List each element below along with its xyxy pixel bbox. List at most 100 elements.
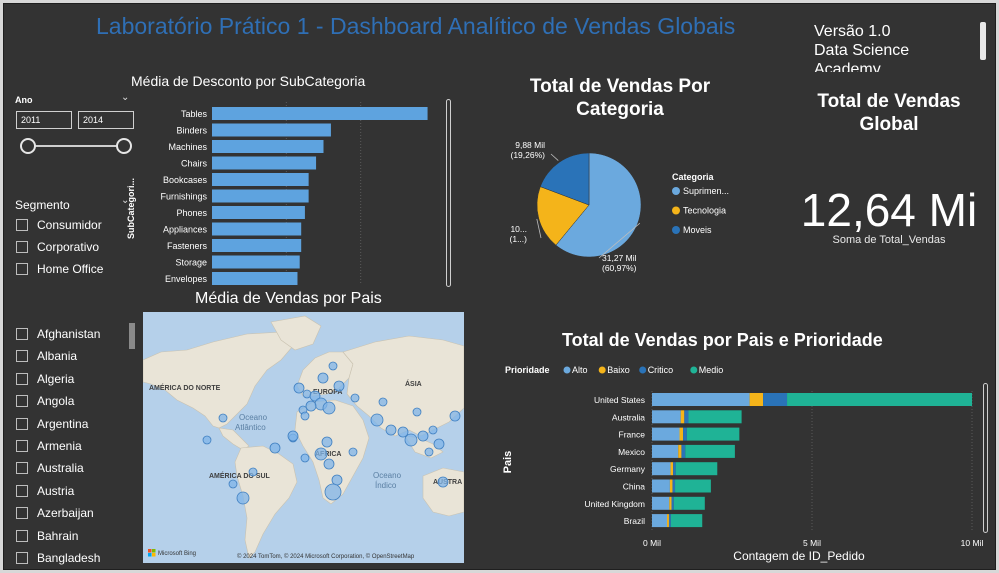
segment-item[interactable]: Consumidor [16,216,103,234]
map-bubble[interactable] [324,483,342,501]
checkbox[interactable] [16,328,28,340]
checkbox[interactable] [16,417,28,430]
map-bubble[interactable] [350,393,360,403]
version-scrollbar[interactable] [980,22,986,60]
map-bubble[interactable] [300,411,310,421]
map-bubble[interactable] [333,380,345,392]
legend-label: Alto [572,365,588,375]
map-bubble[interactable] [309,390,321,402]
leader-line [598,222,641,259]
bar-segment [680,410,685,424]
map-bubble[interactable] [428,425,438,435]
segment-item[interactable]: Home Office [16,260,103,278]
bar-segment [673,462,676,476]
map-bubbles [202,361,461,505]
country-item-label: Australia [37,461,84,476]
map-bubble[interactable] [293,382,305,394]
version-textbox: Versão 1.0 Data Science Academy [814,22,944,72]
map-bubble[interactable] [300,453,310,463]
category-label: Australia [612,412,645,422]
country-item[interactable]: Bahrain [16,527,100,545]
map-bubble[interactable] [424,447,434,457]
map-bubble[interactable] [370,413,384,427]
map-bubble[interactable] [202,435,212,445]
checkbox[interactable] [16,529,28,542]
map-bubble[interactable] [397,426,409,438]
map-bubble[interactable] [323,458,335,470]
year-slider-track[interactable] [26,145,123,147]
bar-segment [667,514,669,528]
map-bubble[interactable] [305,400,317,412]
map-bubble[interactable] [404,433,418,447]
map-bubble[interactable] [412,407,422,417]
map-ocean-labels: Oceano Atlântico Oceano Índico [235,413,402,490]
map-bubble[interactable] [269,442,281,454]
checkbox[interactable] [16,395,28,408]
country-item[interactable]: Angola [16,392,100,410]
pie-slice [540,152,590,206]
greenland-land [270,315,322,351]
map-bubble[interactable] [328,361,338,371]
category-pie-title: Total de Vendas Por Categoria [510,75,730,121]
country-item[interactable]: Argentina [16,415,100,433]
country-item-label: Austria [37,483,75,498]
segment-item[interactable]: Corporativo [16,238,103,256]
country-list-scrollbar[interactable] [129,323,135,349]
dashboard-title: Laboratório Prático 1 - Dashboard Analít… [96,13,736,39]
pie-slice [555,152,642,258]
country-item[interactable]: Afghanistan [16,325,100,343]
year-to-input[interactable]: 2014 [78,111,134,129]
priority-chart-scrollbar[interactable] [983,383,988,533]
map-bubble[interactable] [236,491,250,505]
checkbox[interactable] [16,551,28,564]
map-bubble[interactable] [449,410,461,422]
bar [212,156,317,170]
map-bubble[interactable] [218,413,228,423]
map-bubble[interactable] [248,467,258,477]
world-map[interactable]: AMÉRICA DO NORTE EUROPA ÁSIA ÁFRICA AMÉR… [143,312,464,563]
checkbox[interactable] [16,462,28,475]
year-slider-end-handle[interactable] [116,138,132,154]
checkbox[interactable] [16,439,28,452]
country-item[interactable]: Armenia [16,437,100,455]
leader-line [550,153,559,161]
year-from-input[interactable]: 2011 [16,111,72,129]
map-bubble[interactable] [378,397,388,407]
checkbox[interactable] [16,507,28,520]
map-bubble[interactable] [314,447,328,461]
checkbox[interactable] [16,263,28,275]
year-slider-start-handle[interactable] [20,138,36,154]
checkbox[interactable] [16,219,28,231]
bar [212,222,302,236]
map-bubble[interactable] [322,401,336,415]
country-item[interactable]: Austria [16,482,100,500]
map-bubble[interactable] [321,436,333,448]
chevron-down-icon[interactable]: ⌄ [121,92,130,103]
chevron-down-icon[interactable]: ⌄ [121,195,130,206]
bar-segment [681,444,686,458]
map-bubble[interactable] [228,479,238,489]
map-bubble[interactable] [433,438,445,450]
checkbox[interactable] [16,350,28,363]
checkbox[interactable] [16,241,28,253]
map-bubble[interactable] [287,430,299,442]
map-bubble[interactable] [348,447,358,457]
checkbox[interactable] [16,484,28,497]
country-item[interactable]: Australia [16,459,100,477]
country-item[interactable]: Azerbaijan [16,504,100,522]
map-bubble[interactable] [385,424,397,436]
map-bubble[interactable] [437,476,449,488]
category-label: United States [594,395,645,405]
map-bubble[interactable] [331,474,343,486]
country-item-label: Algeria [37,371,75,386]
discount-chart-scrollbar[interactable] [446,99,451,287]
checkbox[interactable] [16,372,28,385]
bar [212,239,302,252]
country-item[interactable]: Albania [16,347,100,365]
category-label: Binders [176,126,207,136]
country-item[interactable]: Bangladesh [16,549,100,567]
map-bubble[interactable] [317,372,329,384]
map-bubble[interactable] [417,430,429,442]
kpi-caption: Soma de Total_Vendas [832,234,946,246]
country-item[interactable]: Algeria [16,370,100,388]
